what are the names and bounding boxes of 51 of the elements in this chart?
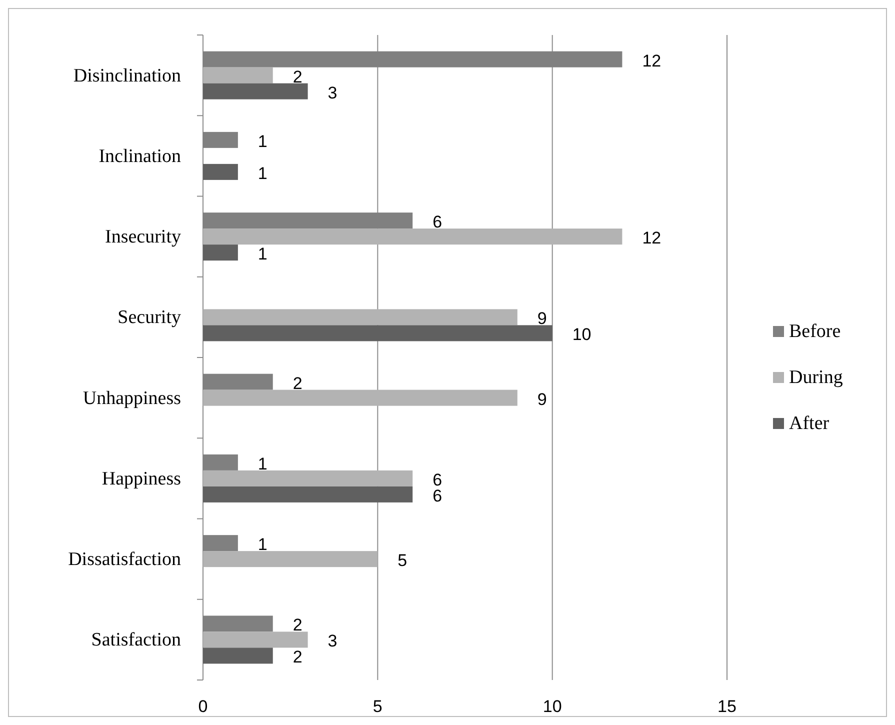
data-label: 1 <box>258 164 268 183</box>
bar <box>203 228 622 245</box>
data-label: 2 <box>292 67 302 86</box>
bar <box>203 67 273 84</box>
bar <box>203 535 238 552</box>
data-label: 6 <box>432 212 442 232</box>
y-tick-label: Disinclination <box>73 65 182 86</box>
data-label: 1 <box>258 132 268 151</box>
data-label: 10 <box>572 325 592 344</box>
y-tick-label: Dissatisfaction <box>68 549 182 570</box>
legend-label: During <box>789 367 844 388</box>
bar <box>203 374 273 390</box>
bar <box>203 470 413 486</box>
bar <box>203 83 308 100</box>
bar <box>203 309 518 326</box>
data-label: 2 <box>292 616 302 635</box>
data-label: 3 <box>328 632 338 651</box>
bar <box>203 632 308 648</box>
data-label: 1 <box>258 454 268 474</box>
y-tick-label: Happiness <box>102 468 181 490</box>
bar <box>203 390 518 406</box>
x-tick-label: 0 <box>198 697 208 716</box>
y-tick-label: Satisfaction <box>91 630 182 651</box>
y-tick-label: Security <box>118 307 182 328</box>
y-tick-label: Inclination <box>98 146 182 167</box>
bar <box>203 648 273 664</box>
data-label: 12 <box>642 51 662 70</box>
x-tick-label: 15 <box>718 697 736 716</box>
data-label: 1 <box>258 535 268 554</box>
data-label: 2 <box>292 648 302 667</box>
data-label: 3 <box>328 83 338 102</box>
bar <box>203 486 413 502</box>
bar <box>203 551 378 568</box>
data-label: 9 <box>537 390 547 409</box>
bar <box>203 616 273 632</box>
y-tick-label: Insecurity <box>105 226 182 248</box>
bar <box>203 325 552 342</box>
legend-label: Before <box>789 321 841 342</box>
y-tick-label: Unhappiness <box>82 388 181 409</box>
bar <box>203 132 238 148</box>
bar <box>203 454 238 470</box>
data-label: 12 <box>642 228 662 248</box>
bar <box>203 244 238 261</box>
x-tick-label: 10 <box>542 697 562 716</box>
legend-label: After <box>789 413 830 434</box>
data-label: 2 <box>292 374 302 393</box>
x-tick-label: 5 <box>372 697 382 716</box>
data-label: 1 <box>258 244 268 264</box>
data-label: 5 <box>398 551 408 570</box>
bar <box>203 164 238 180</box>
data-label: 9 <box>537 309 547 328</box>
